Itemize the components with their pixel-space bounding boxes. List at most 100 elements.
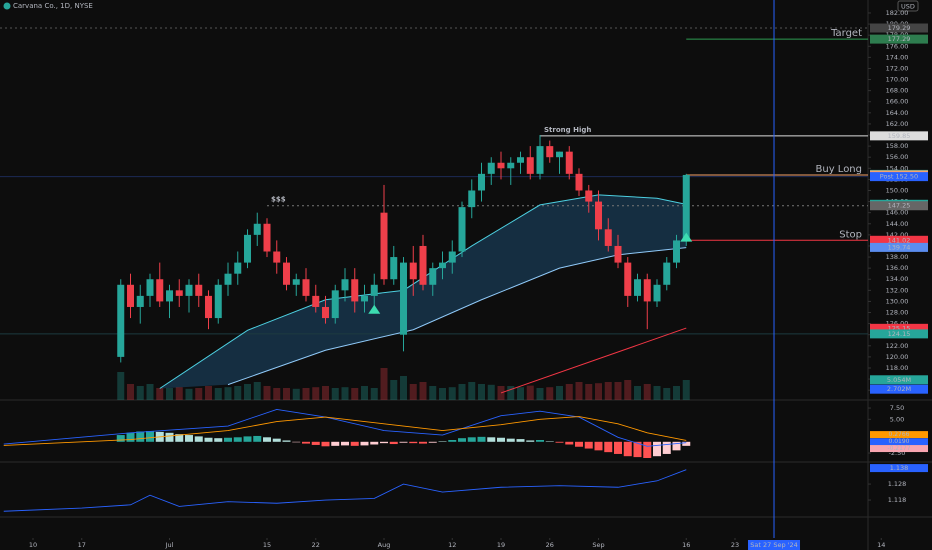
ma-line [500, 327, 687, 394]
volume-bar [478, 384, 486, 400]
macd-bar [633, 441, 642, 458]
candle-body [341, 279, 349, 291]
macd-bar [594, 441, 603, 451]
macd-bar [136, 431, 145, 442]
oscillator-line [3, 469, 687, 512]
x-tick-label: 14 [877, 541, 885, 549]
currency-box[interactable] [897, 0, 919, 12]
macd-bar [370, 441, 379, 445]
macd-bar [185, 435, 194, 442]
candle-body [370, 284, 378, 296]
candle-body [234, 262, 242, 274]
y-tick-label: 136.00 [886, 264, 909, 272]
price-tag-label: 141.02 [888, 236, 911, 244]
macd-bar [506, 438, 515, 442]
candle-body [351, 279, 359, 302]
y-tick-label: 128.00 [886, 309, 909, 317]
candle-body [429, 268, 437, 285]
candle-body [663, 262, 671, 285]
candle-body [127, 284, 135, 307]
signal-marker [368, 304, 381, 314]
macd-bar [126, 432, 135, 442]
price-tag-label: 147.25 [888, 202, 911, 210]
volume-bar [526, 385, 534, 400]
volume-bar [439, 388, 447, 400]
volume-bar [565, 384, 573, 400]
macd-bar [653, 441, 662, 457]
volume-bar [331, 388, 339, 400]
y-tick-label: 150.00 [886, 186, 909, 194]
volume-bar [634, 386, 642, 400]
candle-body [634, 279, 642, 296]
macd-bar [604, 441, 613, 453]
volume-bar [595, 383, 603, 400]
y-tick-label: 162.00 [886, 120, 909, 128]
macd-bar [467, 437, 476, 442]
candle-body [643, 279, 651, 302]
volume-bar [224, 387, 232, 400]
oscillator-tag [870, 464, 928, 473]
volume-bar [497, 386, 505, 400]
x-tick-label: 26 [546, 541, 554, 549]
macd-bar [253, 435, 262, 442]
volume-bar [263, 386, 271, 400]
candle-body [283, 262, 291, 285]
x-tick-label: 15 [263, 541, 271, 549]
macd-bar [389, 441, 398, 445]
price-tag [870, 131, 928, 141]
candle-body [419, 245, 427, 285]
macd-bar [380, 441, 389, 444]
x-tick-label: 23 [731, 541, 739, 549]
currency: USD [901, 3, 915, 11]
y-tick-label: 172.00 [886, 64, 909, 72]
y-tick-label: -2.50 [889, 449, 906, 457]
macd-bar [448, 439, 457, 442]
macd-bar [263, 437, 272, 442]
volume-bar [370, 388, 378, 400]
y-tick-label: 156.00 [886, 153, 909, 161]
price-tag-label: 125.15 [888, 324, 911, 332]
crosshair-tag [748, 540, 801, 550]
y-tick-label: 118.00 [886, 364, 909, 372]
volume-bar [468, 382, 476, 400]
candle-body [400, 262, 408, 335]
y-tick-label: 138.00 [886, 253, 909, 261]
y-tick-label: 182.00 [886, 9, 909, 17]
volume-bar [166, 388, 174, 400]
macd-bar [536, 439, 545, 442]
price-tag [870, 329, 928, 339]
volume-bar [390, 380, 398, 400]
price-tag-label: 177.29 [888, 35, 911, 43]
candle-body [205, 295, 213, 319]
macd-bar [272, 438, 281, 442]
price-tag [870, 172, 928, 182]
y-tick-label: 5.00 [890, 415, 904, 423]
candle-body [439, 262, 447, 269]
volume-bar [400, 376, 408, 400]
ma-line [159, 194, 687, 389]
macd-bar [487, 437, 496, 442]
macd-bar [233, 437, 242, 442]
y-tick-label: 132.00 [886, 286, 909, 294]
y-tick-label: 158.00 [886, 142, 909, 150]
volume-bar [175, 387, 183, 400]
price-tag [870, 323, 928, 333]
y-tick-label: 176.00 [886, 42, 909, 50]
ma-cloud [159, 194, 687, 389]
candle-body [682, 174, 690, 241]
candle-body [292, 279, 300, 285]
volume-bar [292, 388, 300, 400]
candle-body [585, 190, 593, 202]
candle-body [361, 295, 369, 302]
candle-body [556, 151, 564, 158]
volume-bar [283, 388, 291, 400]
candle-body [146, 279, 154, 296]
y-tick-label: 164.00 [886, 109, 909, 117]
macd-bar [214, 438, 223, 442]
volume-bar [195, 388, 203, 400]
candle-body [117, 284, 125, 357]
volume-bar [604, 382, 612, 400]
candle-body [136, 295, 144, 307]
price-tag [870, 375, 928, 385]
macd-bar [292, 441, 301, 443]
